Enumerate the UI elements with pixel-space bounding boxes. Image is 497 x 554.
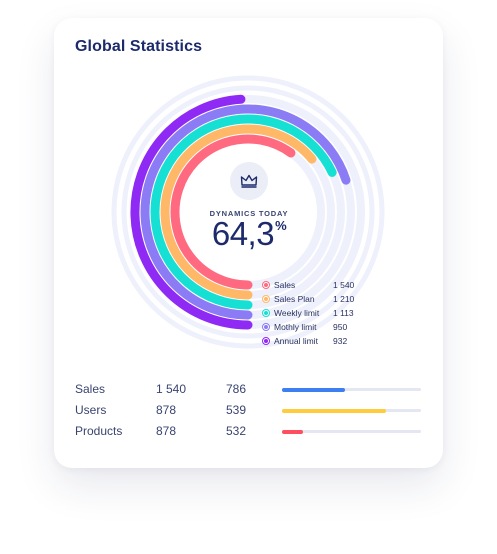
- legend-value: 950: [333, 320, 347, 334]
- row-progress-fill: [282, 430, 303, 434]
- row-value-secondary: 786: [226, 382, 246, 396]
- legend-name: Weekly limit: [274, 306, 319, 320]
- kpi-number: 64,3: [212, 215, 274, 252]
- kpi-value: 64,3%: [204, 215, 294, 253]
- legend-dot-icon: [262, 281, 270, 289]
- row-progress-track: [282, 388, 421, 391]
- legend-item: Sales Plan 1 210: [262, 292, 372, 306]
- legend-name: Sales: [274, 278, 295, 292]
- chart-legend: Sales 1 540 Sales Plan 1 210 Weekly limit 1 1…: [262, 278, 372, 348]
- legend-item: Sales 1 540: [262, 278, 372, 292]
- row-value-secondary: 539: [226, 403, 246, 417]
- legend-value: 932: [333, 334, 347, 348]
- table-row: Users 878 539: [75, 401, 425, 422]
- stats-table: Sales 1 540 786 Users 878 539 Products 878 532: [75, 380, 425, 443]
- row-progress-fill: [282, 409, 386, 413]
- table-row: Products 878 532: [75, 422, 425, 443]
- row-value-secondary: 532: [226, 424, 246, 438]
- crown-icon-badge: [230, 162, 268, 200]
- legend-value: 1 540: [333, 278, 354, 292]
- row-progress-fill: [282, 388, 345, 392]
- row-value-primary: 878: [156, 403, 176, 417]
- table-row: Sales 1 540 786: [75, 380, 425, 401]
- legend-name: Annual limit: [274, 334, 318, 348]
- legend-item: Annual limit 932: [262, 334, 372, 348]
- legend-dot-icon: [262, 337, 270, 345]
- legend-value: 1 113: [333, 306, 354, 320]
- legend-dot-icon: [262, 323, 270, 331]
- legend-name: Mothly limit: [274, 320, 317, 334]
- row-value-primary: 1 540: [156, 382, 186, 396]
- crown-icon: [240, 174, 258, 188]
- legend-dot-icon: [262, 309, 270, 317]
- legend-item: Mothly limit 950: [262, 320, 372, 334]
- kpi-unit: %: [275, 218, 286, 233]
- legend-dot-icon: [262, 295, 270, 303]
- row-name: Users: [75, 403, 106, 417]
- legend-name: Sales Plan: [274, 292, 315, 306]
- row-name: Products: [75, 424, 122, 438]
- row-value-primary: 878: [156, 424, 176, 438]
- row-name: Sales: [75, 382, 105, 396]
- legend-item: Weekly limit 1 113: [262, 306, 372, 320]
- legend-value: 1 210: [333, 292, 354, 306]
- row-progress-track: [282, 430, 421, 433]
- row-progress-track: [282, 409, 421, 412]
